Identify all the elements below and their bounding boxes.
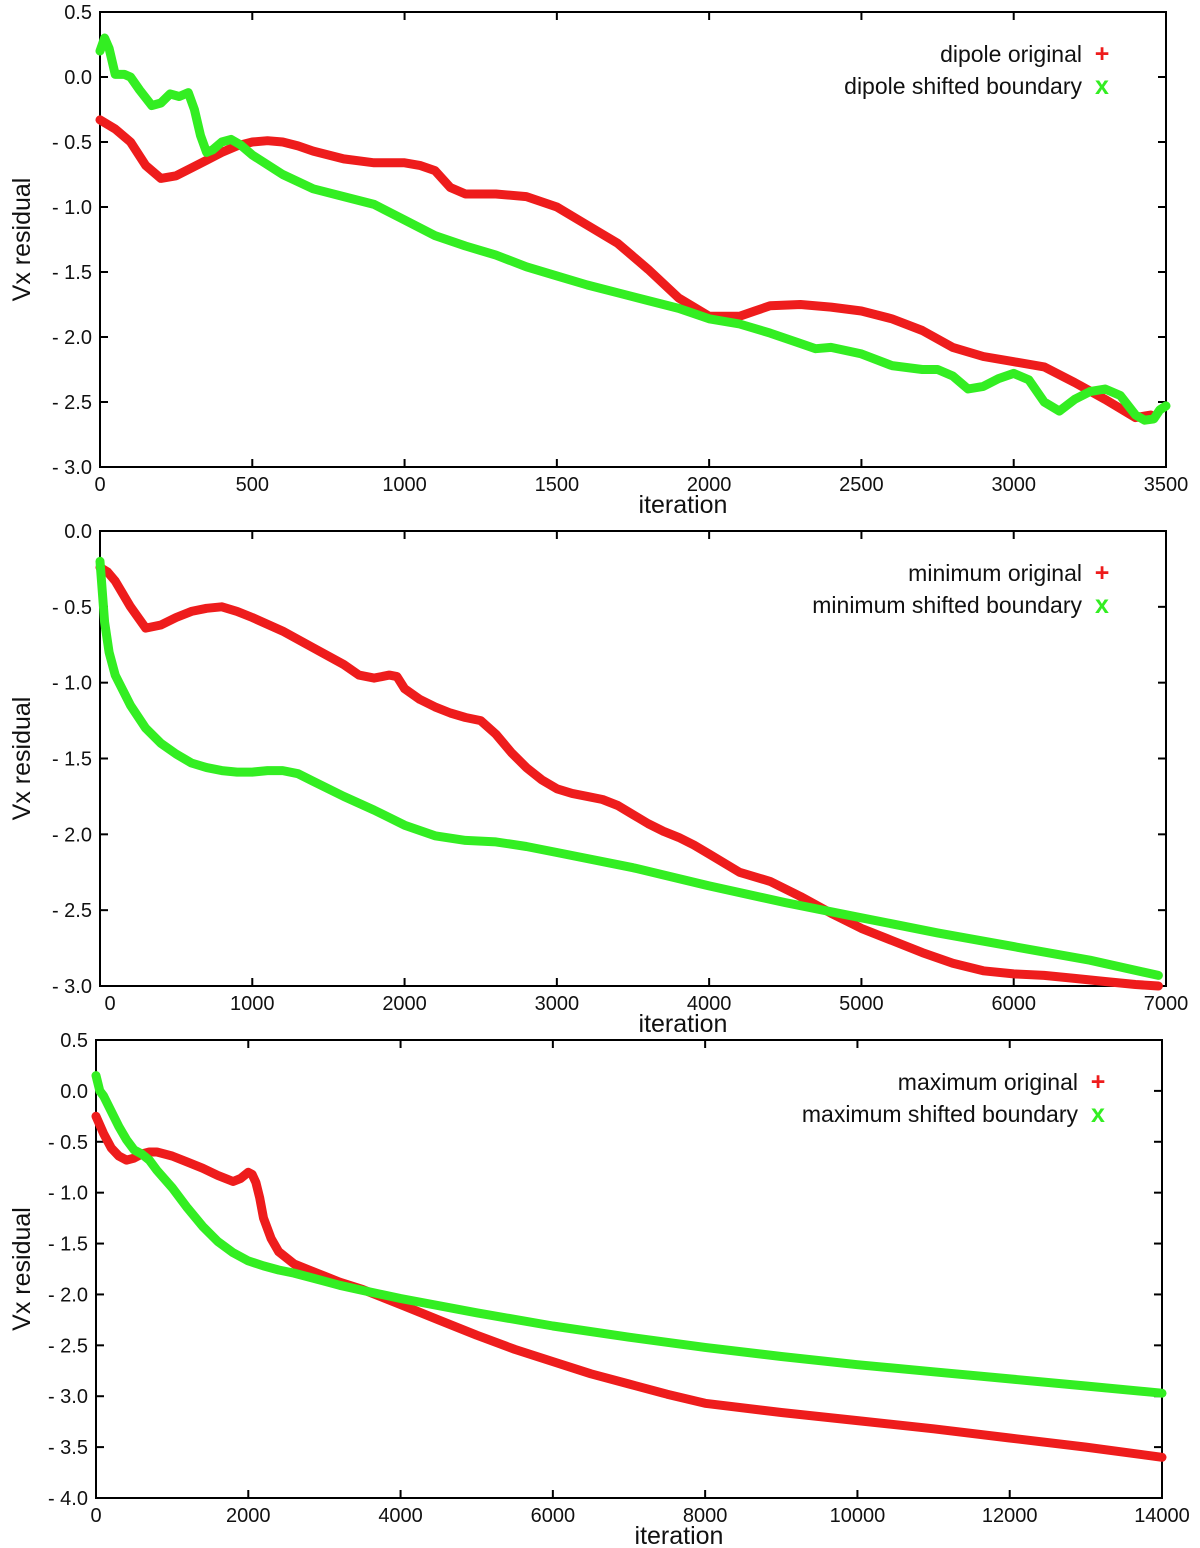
y-tick-label: - 1.0 bbox=[52, 673, 92, 695]
y-tick-label: - 1.0 bbox=[48, 1183, 88, 1205]
x-tick-label: 8000 bbox=[683, 1505, 728, 1527]
y-tick-label: - 1.5 bbox=[52, 262, 92, 284]
y-tick-label: 0.5 bbox=[60, 1030, 88, 1052]
plot-frame bbox=[99, 11, 1167, 468]
x-tick-label: 1000 bbox=[230, 993, 275, 1015]
y-tick-label: - 0.5 bbox=[52, 597, 92, 619]
x-tick-label: 2000 bbox=[226, 1505, 271, 1527]
x-tick-label: 10000 bbox=[830, 1505, 886, 1527]
x-axis-title: iteration bbox=[635, 1522, 724, 1548]
x-tick-label: 1000 bbox=[382, 474, 427, 496]
y-tick-label: - 2.0 bbox=[52, 824, 92, 846]
chart-panel-2: 0.0 - 0.5 - 1.0 - 1.5 - 2.0 - 2.5 - 3.0 1000 200… bbox=[8, 521, 1188, 1038]
series-line-original bbox=[95, 562, 1163, 991]
legend-marker: x bbox=[1095, 72, 1109, 100]
x-tick-label: 0 bbox=[90, 1505, 101, 1527]
y-axis-title: Vx residual bbox=[8, 178, 36, 302]
plot-frame bbox=[95, 1039, 1163, 1499]
legend-marker: + bbox=[1095, 40, 1110, 68]
legend-label: dipole original bbox=[940, 41, 1082, 67]
y-tick-label: - 2.0 bbox=[52, 327, 92, 349]
x-tick-label: 0 bbox=[94, 474, 105, 496]
series-line-shifted-boundary bbox=[95, 33, 1171, 425]
legend-marker: x bbox=[1095, 591, 1109, 619]
x-axis-title: iteration bbox=[639, 1010, 728, 1038]
x-tick-label: 3000 bbox=[991, 474, 1036, 496]
y-tick-label: - 3.5 bbox=[48, 1437, 88, 1459]
x-tick-label: 3500 bbox=[1144, 474, 1189, 496]
y-tick-label: 0.0 bbox=[60, 1081, 88, 1103]
x-tick-label-origin: 0 bbox=[104, 993, 115, 1015]
x-axis-title: iteration bbox=[639, 491, 728, 519]
series-line-original bbox=[95, 115, 1156, 423]
x-tick-label: 2000 bbox=[382, 993, 427, 1015]
x-tick-label: 6000 bbox=[531, 1505, 576, 1527]
y-tick-label: - 3.0 bbox=[52, 976, 92, 998]
legend-label: minimum original bbox=[908, 560, 1082, 586]
x-tick-label: 500 bbox=[236, 474, 269, 496]
x-tick-label: 1500 bbox=[535, 474, 580, 496]
series-line-shifted-boundary bbox=[95, 556, 1163, 980]
y-tick-label: - 0.5 bbox=[48, 1132, 88, 1154]
legend-label: maximum original bbox=[898, 1069, 1078, 1095]
legend-marker: + bbox=[1091, 1068, 1106, 1096]
x-tick-label: 4000 bbox=[687, 993, 732, 1015]
x-tick-label: 3000 bbox=[535, 993, 580, 1015]
y-tick-label: 0.0 bbox=[64, 521, 92, 543]
y-tick-label: - 3.0 bbox=[52, 457, 92, 479]
y-axis-title: Vx residual bbox=[8, 697, 36, 821]
x-tick-label: 5000 bbox=[839, 993, 884, 1015]
x-tick-label: 2500 bbox=[839, 474, 884, 496]
x-tick-label: 4000 bbox=[378, 1505, 423, 1527]
x-tick-label: 14000 bbox=[1134, 1505, 1190, 1527]
legend-label: minimum shifted boundary bbox=[812, 592, 1082, 618]
y-axis-title: Vx residual bbox=[8, 1207, 36, 1331]
y-tick-label: - 1.5 bbox=[52, 749, 92, 771]
y-tick-label: - 1.5 bbox=[48, 1234, 88, 1256]
chart-panel-1: 0.5 0.0 - 0.5 - 1.0 - 1.5 - 2.0 - 2.5 - 3.00 500… bbox=[8, 2, 1188, 519]
series-line-shifted-boundary bbox=[91, 1071, 1167, 1398]
y-tick-label: 0.0 bbox=[64, 67, 92, 89]
y-tick-label: - 4.0 bbox=[48, 1488, 88, 1510]
y-tick-label: 0.5 bbox=[64, 2, 92, 24]
legend-marker: x bbox=[1091, 1100, 1105, 1128]
x-tick-label: 7000 bbox=[1144, 993, 1189, 1015]
x-tick-label: 2000 bbox=[687, 474, 732, 496]
y-tick-label: - 3.0 bbox=[48, 1386, 88, 1408]
legend-label: maximum shifted boundary bbox=[802, 1101, 1079, 1127]
y-tick-label: - 2.5 bbox=[48, 1335, 88, 1357]
y-tick-label: - 1.0 bbox=[52, 197, 92, 219]
legend-label: dipole shifted boundary bbox=[844, 73, 1082, 99]
series-line-original bbox=[91, 1111, 1167, 1462]
legend-marker: + bbox=[1095, 559, 1110, 587]
x-tick-label: 6000 bbox=[991, 993, 1036, 1015]
y-tick-label: - 2.0 bbox=[48, 1284, 88, 1306]
y-tick-label: - 0.5 bbox=[52, 132, 92, 154]
y-tick-label: - 2.5 bbox=[52, 900, 92, 922]
chart-panel-3: 0.5 0.0 - 0.5 - 1.0 - 1.5 - 2.0 - 2.5 - 3.0 - 3.… bbox=[8, 1030, 1190, 1548]
y-tick-label: - 2.5 bbox=[52, 392, 92, 414]
x-tick-label: 12000 bbox=[982, 1505, 1038, 1527]
